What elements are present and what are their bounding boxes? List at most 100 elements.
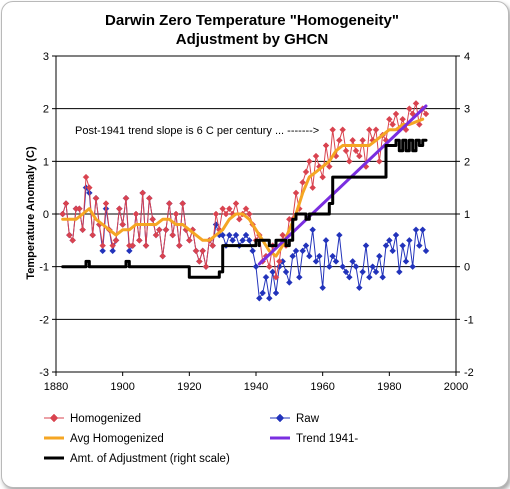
series-0-point-25 xyxy=(142,242,150,249)
series-0-point-102 xyxy=(399,115,406,123)
series-0-point-3 xyxy=(69,237,76,244)
series-1 xyxy=(59,184,430,302)
y2-tick-label-2: 0 xyxy=(464,262,470,274)
y2-tick-label-0: -2 xyxy=(464,367,474,379)
series-1-point-15 xyxy=(109,247,116,255)
series-0-point-75 xyxy=(309,184,316,191)
series-0-point-35 xyxy=(176,242,183,249)
series-0-point-30 xyxy=(159,252,166,260)
series-line-1 xyxy=(62,187,427,299)
legend-item-1: Raw xyxy=(270,413,320,425)
y2-tick-label-1: -1 xyxy=(464,314,474,326)
series-1-point-105 xyxy=(409,263,416,270)
series-1-point-108 xyxy=(419,226,426,234)
series-0-point-8 xyxy=(86,184,93,191)
series-0-point-32 xyxy=(166,200,173,207)
series-1-point-20 xyxy=(126,247,133,255)
series-0-point-48 xyxy=(219,205,226,213)
series-1-point-109 xyxy=(422,247,430,255)
legend: Homogenized Raw Avg Homogenized Trend 1941-… xyxy=(44,413,358,465)
series-0-point-52 xyxy=(232,200,240,207)
series-1-point-102 xyxy=(399,242,406,249)
series-0-point-66 xyxy=(279,231,286,239)
series-0-point-17 xyxy=(116,205,123,213)
series-0-point-64 xyxy=(272,273,280,281)
x-axis: 1880 1900 1920 1940 1960 1980 2000 xyxy=(44,372,468,393)
series-1-point-48 xyxy=(219,231,226,239)
series-0-point-18 xyxy=(119,221,126,228)
series-0-point-19 xyxy=(122,194,130,202)
series-0 xyxy=(59,100,430,281)
series-1-point-90 xyxy=(359,268,366,276)
series-1-point-88 xyxy=(352,263,360,270)
series-0-point-34 xyxy=(172,210,180,218)
series-0-point-12 xyxy=(99,242,106,249)
series-0-point-27 xyxy=(149,215,156,223)
x-tick-label-1: 1900 xyxy=(110,381,134,393)
series-0-point-81 xyxy=(329,126,336,134)
series-layer xyxy=(59,100,430,302)
series-0-point-38 xyxy=(186,237,193,244)
x-tick-label-4: 1960 xyxy=(310,381,334,393)
series-0-point-28 xyxy=(152,231,160,239)
series-line-3 xyxy=(257,104,428,266)
series-1-point-58 xyxy=(252,263,260,270)
series-0-point-56 xyxy=(246,210,253,218)
series-1-point-69 xyxy=(289,252,296,260)
series-0-point-94 xyxy=(372,126,380,134)
series-1-point-56 xyxy=(246,237,253,244)
series-1-point-50 xyxy=(226,231,233,239)
legend-label-4: Amt. of Adjustment (right scale) xyxy=(70,453,230,465)
series-1-point-61 xyxy=(262,273,270,281)
y-tick-label-4: 1 xyxy=(43,156,49,168)
series-0-point-79 xyxy=(322,142,330,149)
series-0-point-43 xyxy=(202,263,210,270)
series-0-point-1 xyxy=(62,200,70,207)
series-0-point-70 xyxy=(292,189,300,197)
series-0-point-100 xyxy=(392,110,400,118)
legend-label-2: Avg Homogenized xyxy=(70,433,164,445)
series-1-point-51 xyxy=(229,237,236,244)
series-0-point-65 xyxy=(276,258,283,265)
series-0-point-72 xyxy=(299,179,306,186)
series-0-point-92 xyxy=(366,126,373,134)
series-2 xyxy=(61,117,425,258)
series-0-point-62 xyxy=(266,263,273,270)
series-0-point-33 xyxy=(169,231,176,239)
series-1-point-97 xyxy=(382,242,390,249)
series-1-point-101 xyxy=(396,268,403,276)
legend-item-0: Homogenized xyxy=(44,413,141,425)
series-1-point-74 xyxy=(306,252,313,260)
series-1-point-86 xyxy=(346,273,353,281)
series-0-point-76 xyxy=(312,152,320,160)
series-3 xyxy=(257,104,428,266)
legend-item-4: Amt. of Adjustment (right scale) xyxy=(44,453,230,465)
series-1-point-62 xyxy=(266,294,273,302)
series-1-point-106 xyxy=(412,226,420,234)
series-1-point-95 xyxy=(376,252,383,260)
series-1-point-75 xyxy=(309,226,316,234)
series-0-point-45 xyxy=(209,242,216,249)
series-0-point-89 xyxy=(356,152,363,160)
series-1-point-83 xyxy=(336,231,343,239)
y-tick-label-2: -1 xyxy=(39,262,49,274)
series-0-point-41 xyxy=(196,258,203,265)
series-0-point-29 xyxy=(156,226,163,234)
series-1-point-57 xyxy=(249,247,256,255)
series-0-point-107 xyxy=(416,121,423,128)
series-0-point-40 xyxy=(192,247,200,255)
series-0-point-109 xyxy=(422,110,430,118)
series-0-point-16 xyxy=(112,237,120,244)
y2-tick-label-5: 3 xyxy=(464,104,470,116)
series-0-point-31 xyxy=(162,226,170,234)
y-tick-label-6: 3 xyxy=(43,51,49,63)
series-0-point-88 xyxy=(352,147,360,155)
series-0-point-104 xyxy=(406,105,413,112)
series-0-point-73 xyxy=(302,168,310,176)
series-0-point-0 xyxy=(59,210,66,218)
series-1-point-79 xyxy=(322,237,330,244)
series-1-point-52 xyxy=(232,231,240,239)
series-0-point-21 xyxy=(129,242,136,249)
series-line-2 xyxy=(61,117,425,258)
y-tick-label-3: 0 xyxy=(43,209,49,221)
